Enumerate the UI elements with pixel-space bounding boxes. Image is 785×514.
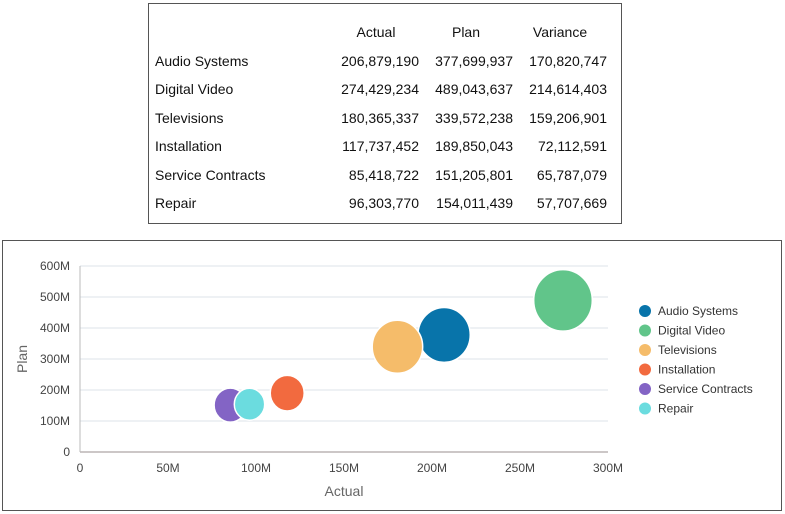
header-actual: Actual [356, 24, 396, 41]
cell-plan: 339,572,238 [435, 109, 513, 126]
cell-plan: 189,850,043 [435, 138, 513, 155]
row-label: Service Contracts [155, 166, 266, 183]
y-tick-label: 200M [40, 383, 70, 397]
bubble-chart: 0 100M 200M 300M 400M 500M 600M 0 50M 100M 150M 200… [14, 259, 753, 499]
table-row: Installation 117,737,452 189,850,043 72,112… [155, 132, 607, 161]
bubble-chart-panel: 0 100M 200M 300M 400M 500M 600M 0 50M 100M 150M 200… [2, 240, 782, 511]
cell-plan: 151,205,801 [435, 166, 513, 183]
legend-marker-icon [639, 383, 651, 395]
x-tick-label: 150M [329, 461, 359, 475]
table-row: Digital Video 274,429,234 489,043,637 214,6… [155, 75, 607, 104]
legend-marker-icon [639, 344, 651, 356]
x-tick-label: 250M [505, 461, 535, 475]
y-axis-title: Plan [14, 345, 30, 373]
cell-variance: 214,614,403 [529, 81, 607, 98]
row-label: Repair [155, 195, 197, 212]
row-label: Televisions [155, 109, 224, 126]
data-table-panel: Actual Plan Variance Audio Systems 206,87… [148, 3, 622, 224]
y-tick-label: 300M [40, 352, 70, 366]
cell-actual: 274,429,234 [341, 81, 419, 98]
table-row: Service Contracts 85,418,722 151,205,801 65… [155, 161, 607, 190]
legend-marker-icon [639, 305, 651, 317]
legend-label: Televisions [658, 343, 717, 357]
cell-plan: 489,043,637 [435, 81, 513, 98]
cell-actual: 96,303,770 [348, 195, 419, 212]
legend-label: Service Contracts [658, 382, 753, 396]
legend-label: Digital Video [658, 324, 725, 338]
table-header-row: Actual Plan Variance [155, 18, 607, 47]
cell-actual: 117,737,452 [342, 138, 419, 155]
cell-plan: 377,699,937 [435, 52, 513, 69]
row-label: Installation [155, 138, 222, 155]
row-label: Digital Video [155, 81, 234, 98]
cell-variance: 170,820,747 [529, 52, 607, 69]
cell-actual: 206,879,190 [341, 52, 419, 69]
x-axis-title: Actual [325, 483, 364, 499]
row-label: Audio Systems [155, 52, 249, 69]
legend-marker-icon [639, 324, 651, 337]
x-tick-label: 200M [417, 461, 447, 475]
x-tick-label: 50M [156, 461, 179, 475]
table-row: Repair 96,303,770 154,011,439 57,707,669 [155, 189, 607, 218]
cell-variance: 65,787,079 [536, 166, 607, 183]
cell-actual: 180,365,337 [341, 109, 419, 126]
header-variance: Variance [532, 24, 588, 41]
legend-marker-icon [639, 402, 651, 415]
bubble-repair [233, 387, 266, 421]
x-tick-label: 0 [77, 461, 84, 475]
data-table: Actual Plan Variance Audio Systems 206,87… [155, 18, 607, 218]
y-tick-label: 100M [40, 414, 70, 428]
legend-marker-icon [639, 363, 651, 376]
x-tick-label: 300M [593, 461, 623, 475]
x-tick-label: 100M [241, 461, 271, 475]
header-empty [155, 18, 333, 47]
cell-actual: 85,418,722 [348, 166, 419, 183]
bubble-audio-systems [417, 306, 471, 364]
y-tick-label: 400M [40, 321, 70, 335]
cell-variance: 159,206,901 [529, 109, 607, 126]
bubble-televisions [371, 319, 424, 374]
legend-label: Audio Systems [658, 304, 738, 318]
table-row: Audio Systems 206,879,190 377,699,937 170,8… [155, 47, 607, 76]
cell-variance: 72,112,591 [537, 138, 607, 155]
y-tick-label: 500M [40, 290, 70, 304]
header-plan: Plan [451, 24, 481, 41]
y-tick-label: 0 [63, 445, 70, 459]
bubble-installation [269, 374, 305, 412]
y-tick-label: 600M [40, 259, 70, 273]
legend-label: Repair [658, 402, 693, 416]
cell-variance: 57,707,669 [536, 195, 607, 212]
bubble-digital-video [532, 268, 594, 332]
legend-label: Installation [658, 363, 715, 377]
cell-plan: 154,011,439 [436, 195, 513, 212]
table-row: Televisions 180,365,337 339,572,238 159,206… [155, 104, 607, 133]
